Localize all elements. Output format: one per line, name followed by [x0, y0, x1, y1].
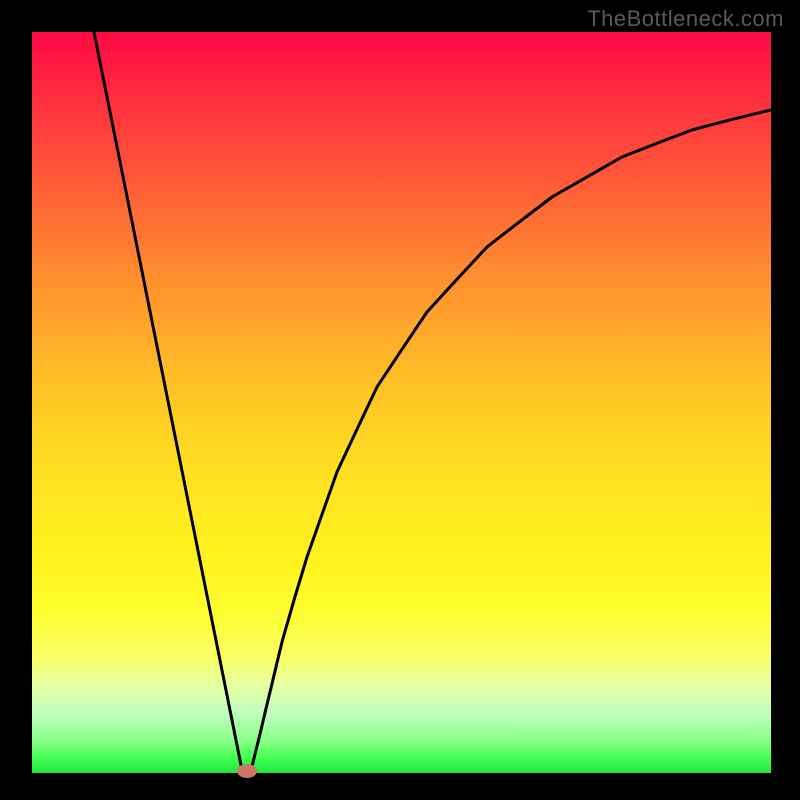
chart-container: TheBottleneck.com — [0, 0, 800, 800]
plot-gradient-area — [32, 32, 771, 773]
attribution-text: TheBottleneck.com — [587, 6, 784, 32]
